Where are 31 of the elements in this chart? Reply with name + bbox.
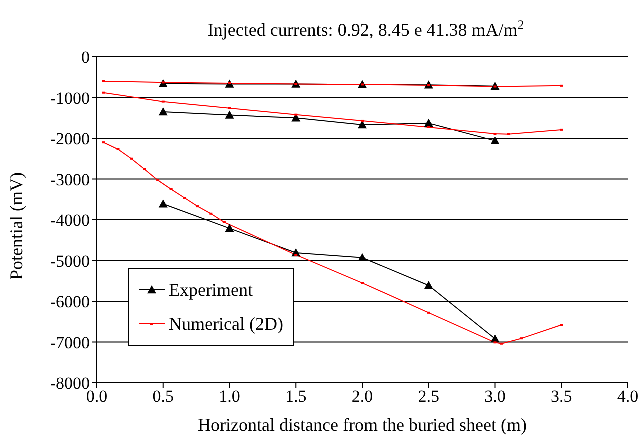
point [358,253,367,262]
y-tick-label: -7000 [50,333,90,352]
y-tick-label: -1000 [50,88,90,108]
point [424,118,434,128]
point [225,224,234,232]
x-tick-label: 2.0 [352,387,374,406]
y-tick-label: -5000 [50,252,90,271]
y-tick-label: -3000 [50,170,90,190]
y-tick-label: 0 [82,48,90,68]
point [292,114,301,122]
x-tick-label: 3.0 [484,387,506,406]
y-tick-label: -6000 [50,292,90,312]
point [225,110,234,119]
x-tick-label: 2.5 [418,387,440,406]
x-tick-label: 1.5 [286,387,307,406]
y-tick-label: -2000 [50,130,90,149]
x-tick-label: 0.5 [152,387,174,406]
point [358,120,367,129]
x-axis-title: Horizontal distance from the buried sheet (m) [198,415,527,435]
x-tick-label: 3.5 [551,387,572,406]
y-tick-label: -4000 [50,211,90,230]
y-axis-title: Potential (mV) [6,172,26,280]
x-tick-label: 1.0 [219,387,240,406]
point [424,281,434,290]
point [490,136,500,145]
point [158,200,168,208]
legend-label: Numerical (2D) [169,313,284,336]
point [158,108,168,116]
x-tick-label: 4.0 [617,387,639,406]
chart-title: Injected currents: 0.92, 8.45 e 41.38 mA/m$^{2}$ [208,18,524,40]
legend-label: Experiment [169,279,253,302]
